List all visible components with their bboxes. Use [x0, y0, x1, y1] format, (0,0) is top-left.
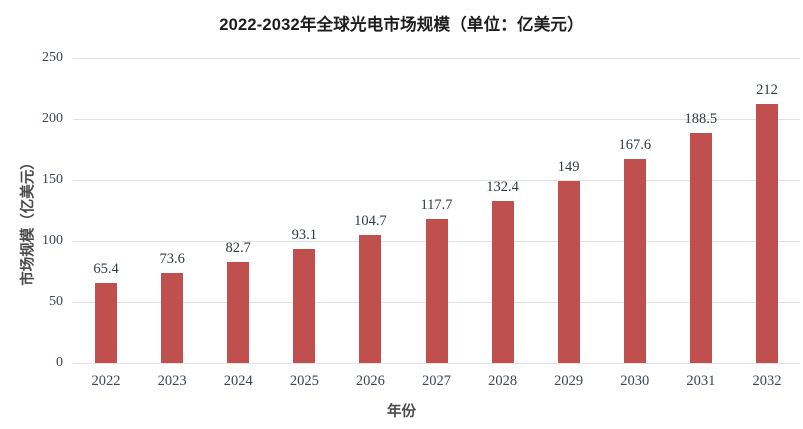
x-axis-tick-label: 2022	[91, 373, 121, 389]
bar[interactable]	[95, 283, 118, 363]
x-axis-tick-label: 2030	[620, 373, 650, 389]
bar-value-label: 212	[756, 82, 778, 99]
bar-value-label: 65.4	[93, 261, 119, 278]
bar-value-label: 93.1	[291, 227, 317, 244]
x-axis-tick-label: 2023	[157, 373, 187, 389]
bar[interactable]	[557, 181, 580, 363]
bar[interactable]	[293, 249, 316, 363]
x-axis-tick-label: 2024	[223, 373, 253, 389]
x-axis-title: 年份	[387, 404, 416, 420]
x-axis-tick-label: 2026	[355, 373, 385, 389]
x-axis-tick-label: 2025	[289, 373, 319, 389]
x-axis-tick-label: 2031	[686, 373, 716, 389]
bar[interactable]	[491, 201, 514, 363]
bar[interactable]	[359, 235, 382, 363]
bar-value-label: 167.6	[618, 136, 652, 153]
y-axis-tick-label: 250	[42, 50, 63, 65]
x-axis-tick-label: 2029	[554, 373, 584, 389]
gridline	[73, 363, 800, 364]
gridline	[73, 180, 800, 181]
gridline	[73, 58, 800, 59]
bar[interactable]	[689, 133, 712, 363]
bar[interactable]	[161, 273, 184, 363]
bar-value-label: 82.7	[225, 240, 251, 257]
chart-title: 2022-2032年全球光电市场规模（单位：亿美元）	[219, 16, 584, 34]
x-axis-tick-label: 2028	[488, 373, 518, 389]
plot-area	[73, 58, 800, 364]
y-axis-tick-label: 0	[56, 355, 63, 370]
y-axis-title: 市场规模（亿美元）	[20, 155, 37, 286]
bar-value-label: 73.6	[159, 251, 185, 268]
bar-value-label: 188.5	[684, 111, 718, 128]
y-axis-tick-label: 50	[49, 294, 63, 309]
bar[interactable]	[755, 104, 778, 363]
bar-value-label: 104.7	[354, 213, 387, 230]
bar[interactable]	[227, 262, 250, 363]
bar[interactable]	[623, 158, 646, 363]
y-axis-tick-label: 150	[42, 172, 63, 187]
bar-value-label: 132.4	[486, 179, 519, 196]
bar-value-label: 117.7	[420, 197, 453, 214]
y-axis-tick-label: 200	[42, 111, 63, 126]
bar[interactable]	[425, 219, 448, 363]
gridline	[73, 119, 800, 120]
y-axis-tick-label: 100	[42, 233, 63, 248]
x-axis-tick-label: 2027	[422, 373, 451, 389]
x-axis-tick-label: 2032	[752, 373, 782, 389]
bar-value-label: 149	[557, 159, 580, 176]
